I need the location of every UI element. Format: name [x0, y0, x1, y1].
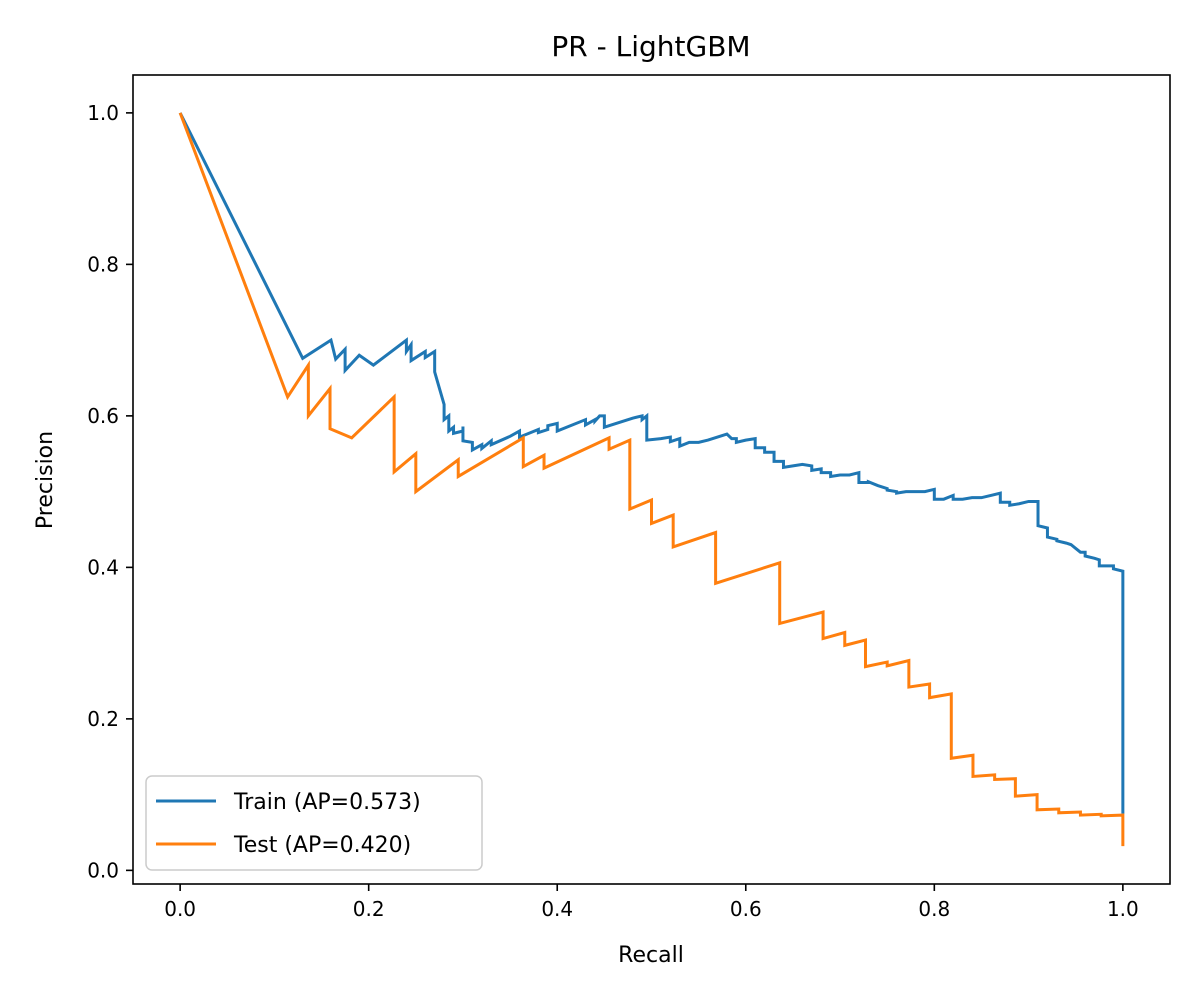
x-axis-ticks: 0.0 0.2 0.4 0.6 0.8 1.0 — [164, 884, 1139, 921]
y-tick-label: 0.2 — [87, 707, 119, 731]
series-line-test — [178, 112, 1125, 847]
y-tick-label: 0.0 — [87, 858, 119, 882]
y-axis-label: Precision — [33, 431, 58, 529]
chart-title: PR - LightGBM — [551, 30, 750, 63]
x-tick-label: 0.2 — [353, 897, 385, 921]
y-tick-label: 0.8 — [87, 252, 119, 276]
x-tick-label: 1.0 — [1107, 897, 1139, 921]
x-tick-label: 0.6 — [730, 897, 762, 921]
y-tick-label: 0.4 — [87, 555, 119, 579]
plot-area — [178, 112, 1125, 847]
plot-frame — [132, 74, 1171, 885]
legend-label-test: Test (AP=0.420) — [233, 833, 411, 858]
series-line-train — [178, 112, 1125, 814]
legend-box — [145, 775, 483, 871]
series-layer — [178, 112, 1125, 847]
y-axis-ticks: 0.0 0.2 0.4 0.6 0.8 1.0 — [87, 101, 133, 882]
x-tick-label: 0.8 — [918, 897, 950, 921]
y-tick-label: 0.6 — [87, 404, 119, 428]
x-tick-label: 0.0 — [164, 897, 196, 921]
legend: Train (AP=0.573) Test (AP=0.420) — [145, 775, 483, 871]
x-axis-label: Recall — [618, 943, 684, 968]
legend-label-train: Train (AP=0.573) — [233, 790, 421, 815]
x-tick-label: 0.4 — [541, 897, 573, 921]
y-tick-label: 1.0 — [87, 101, 119, 125]
